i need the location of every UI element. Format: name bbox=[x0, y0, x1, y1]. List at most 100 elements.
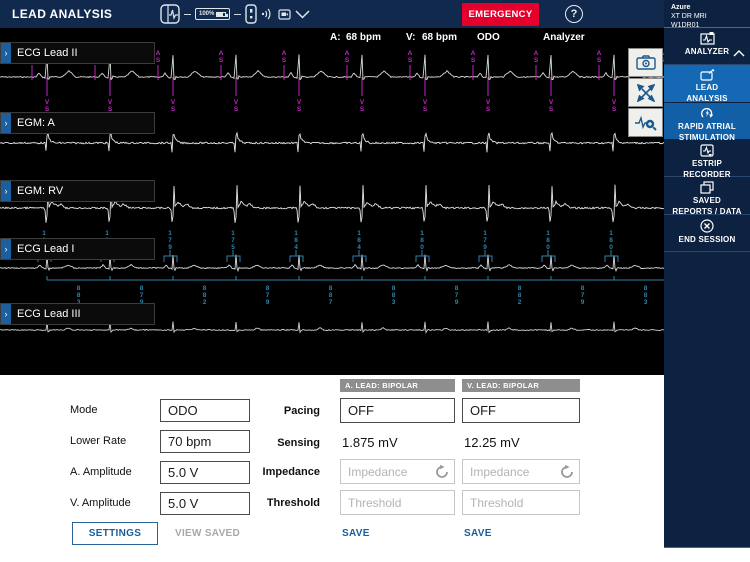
svg-text:879: 879 bbox=[581, 285, 585, 306]
expand-chevron-icon[interactable]: › bbox=[1, 181, 11, 201]
v-pacing-value-box[interactable]: OFF bbox=[462, 398, 580, 423]
v-threshold-field[interactable] bbox=[462, 490, 580, 515]
trace-label-ecg-lead-ii[interactable]: › ECG Lead II bbox=[0, 42, 155, 64]
svg-text:883: 883 bbox=[77, 285, 81, 306]
snapshot-button[interactable] bbox=[628, 48, 663, 77]
a-lead-header: A. LEAD: BIPOLAR bbox=[340, 379, 455, 392]
parameter-panel: Mode Lower Rate A. Amplitude V. Amplitud… bbox=[0, 375, 664, 562]
a-save-button[interactable]: SAVE bbox=[342, 528, 370, 539]
rapid-atrial-icon bbox=[700, 107, 714, 118]
atrial-rate-label: A: bbox=[330, 32, 341, 43]
fullscreen-button[interactable] bbox=[628, 78, 663, 107]
svg-text:AS: AS bbox=[471, 50, 476, 64]
svg-text:184: 184 bbox=[294, 230, 298, 251]
v-impedance-field[interactable] bbox=[462, 459, 580, 484]
a-impedance-input[interactable] bbox=[341, 460, 454, 483]
help-button[interactable]: ? bbox=[565, 5, 583, 23]
param-label-v-amplitude: V. Amplitude bbox=[70, 497, 131, 509]
connection-status: 100% bbox=[160, 3, 310, 25]
chevron-up-icon[interactable] bbox=[733, 50, 745, 57]
svg-text:175: 175 bbox=[231, 230, 235, 251]
a-amplitude-value-box[interactable]: 5.0 V bbox=[160, 461, 250, 484]
chevron-down-icon[interactable] bbox=[295, 9, 310, 19]
svg-text:VS: VS bbox=[45, 99, 50, 113]
link-dash bbox=[184, 13, 191, 15]
param-label-mode: Mode bbox=[70, 404, 98, 416]
sidebar-item-end-session[interactable]: END SESSION bbox=[664, 215, 750, 252]
waveform-zoom-button[interactable] bbox=[628, 108, 663, 137]
settings-button[interactable]: SETTINGS bbox=[72, 522, 158, 545]
trace-label-text: EGM: A bbox=[17, 117, 55, 129]
refresh-icon[interactable] bbox=[434, 464, 450, 480]
analyzer-icon bbox=[699, 32, 715, 45]
svg-text:VS: VS bbox=[171, 99, 176, 113]
svg-text:AS: AS bbox=[282, 50, 287, 64]
emergency-button[interactable]: EMERGENCY bbox=[462, 3, 539, 26]
svg-text:VS: VS bbox=[297, 99, 302, 113]
svg-text:180: 180 bbox=[546, 230, 550, 251]
v-threshold-input[interactable] bbox=[463, 491, 579, 514]
trace-label-text: ECG Lead III bbox=[17, 308, 81, 320]
v-save-button[interactable]: SAVE bbox=[464, 528, 492, 539]
view-saved-button[interactable]: VIEW SAVED bbox=[175, 528, 241, 539]
status-source: Analyzer bbox=[543, 32, 585, 43]
row-label-sensing: Sensing bbox=[277, 437, 320, 449]
expand-chevron-icon[interactable]: › bbox=[1, 239, 11, 259]
lead-analysis-icon bbox=[699, 69, 714, 81]
sidebar-item-analyzer[interactable]: ANALYZER bbox=[664, 28, 750, 65]
svg-text:882: 882 bbox=[203, 285, 207, 306]
a-threshold-field[interactable] bbox=[340, 490, 455, 515]
programmer-icon bbox=[160, 4, 180, 24]
sidebar-item-saved-reports-data[interactable]: SAVED REPORTS / DATA bbox=[664, 177, 750, 217]
svg-text:879: 879 bbox=[266, 285, 270, 306]
trace-label-egm-rv[interactable]: › EGM: RV bbox=[0, 180, 155, 202]
link-dash bbox=[234, 13, 242, 15]
a-pacing-value-box[interactable]: OFF bbox=[340, 398, 455, 423]
device-battery-icon bbox=[278, 8, 291, 20]
svg-text:AS: AS bbox=[534, 50, 539, 64]
trace-label-ecg-lead-iii[interactable]: › ECG Lead III bbox=[0, 303, 155, 325]
a-threshold-input[interactable] bbox=[341, 491, 454, 514]
svg-text:AS: AS bbox=[345, 50, 350, 64]
sidebar-item-label: RAPID ATRIAL STIMULATION bbox=[678, 122, 736, 143]
ventricular-rate-value: 68 bpm bbox=[422, 32, 458, 43]
sidebar-item-rapid-atrial-stimulation[interactable]: RAPID ATRIAL STIMULATION bbox=[664, 103, 750, 143]
svg-text:179: 179 bbox=[168, 230, 172, 251]
svg-text:VS: VS bbox=[108, 99, 113, 113]
v-amplitude-value-box[interactable]: 5.0 V bbox=[160, 492, 250, 515]
svg-text:179: 179 bbox=[483, 230, 487, 251]
svg-text:180: 180 bbox=[420, 230, 424, 251]
battery-indicator: 100% bbox=[195, 8, 231, 20]
row-label-pacing: Pacing bbox=[283, 405, 320, 417]
v-lead-header: V. LEAD: BIPOLAR bbox=[462, 379, 580, 392]
svg-text:AS: AS bbox=[156, 50, 161, 64]
sidebar: Azure XT DR MRI W1DR01 ANALYZER LEAD ANA… bbox=[664, 0, 750, 548]
a-impedance-field[interactable] bbox=[340, 459, 455, 484]
svg-text:VS: VS bbox=[234, 99, 239, 113]
row-label-threshold: Threshold bbox=[266, 497, 320, 509]
a-sensing-value: 1.875 mV bbox=[342, 435, 398, 450]
trace-label-egm-a[interactable]: › EGM: A bbox=[0, 112, 155, 134]
svg-text:180: 180 bbox=[609, 230, 613, 251]
battery-percent: 100% bbox=[199, 11, 215, 17]
refresh-icon[interactable] bbox=[559, 464, 575, 480]
end-session-icon bbox=[700, 219, 714, 233]
expand-chevron-icon[interactable]: › bbox=[1, 304, 11, 324]
expand-chevron-icon[interactable]: › bbox=[1, 113, 11, 133]
title-bar: LEAD ANALYSIS 100% bbox=[0, 0, 750, 28]
sidebar-item-estrip-recorder[interactable]: ESTRIP RECORDER bbox=[664, 140, 750, 179]
device-info: Azure XT DR MRI W1DR01 bbox=[664, 0, 750, 29]
trace-label-ecg-lead-i[interactable]: › ECG Lead I bbox=[0, 238, 155, 260]
v-impedance-input[interactable] bbox=[463, 460, 579, 483]
lower-rate-value-box[interactable]: 70 bpm bbox=[160, 430, 250, 453]
trace-label-text: ECG Lead I bbox=[17, 243, 75, 255]
sidebar-item-lead-analysis[interactable]: LEAD ANALYSIS bbox=[664, 65, 750, 103]
sidebar-item-label: SAVED REPORTS / DATA bbox=[672, 196, 742, 217]
mode-value-box[interactable]: ODO bbox=[160, 399, 250, 422]
expand-chevron-icon[interactable]: › bbox=[1, 43, 11, 63]
svg-text:VS: VS bbox=[423, 99, 428, 113]
svg-text:AS: AS bbox=[219, 50, 224, 64]
svg-text:VS: VS bbox=[612, 99, 617, 113]
sidebar-item-label: END SESSION bbox=[678, 235, 736, 244]
